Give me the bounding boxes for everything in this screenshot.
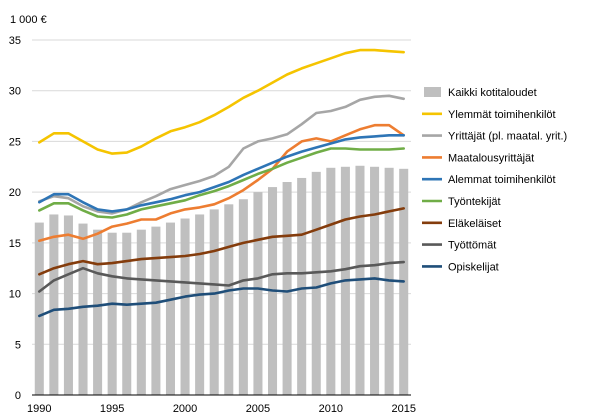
y-tick-label: 35 (9, 35, 21, 47)
line-alemmat-toimihenkilöt (37, 134, 406, 213)
y-tick-label: 25 (9, 136, 21, 148)
legend-label: Kaikki kotitaloudet (448, 87, 537, 99)
line-opiskelijat (37, 277, 406, 318)
bar-kaikki-kotitaloudet (326, 167, 336, 395)
x-tick-label: 1990 (27, 403, 51, 415)
y-axis-unit-label: 1 000 € (10, 14, 47, 26)
x-tick-label: 2015 (391, 403, 415, 415)
legend-label: Opiskelijat (448, 261, 499, 273)
line-yrittäjät-pl-maatal-yrit (37, 94, 406, 215)
y-tick-label: 5 (15, 339, 21, 351)
bar-kaikki-kotitaloudet (122, 232, 132, 395)
legend: Kaikki kotitaloudet Ylemmät toimihenkilöt… (422, 87, 567, 273)
bar-kaikki-kotitaloudet (165, 222, 175, 395)
y-tick-label: 0 (15, 390, 21, 402)
bar-kaikki-kotitaloudet (370, 166, 380, 395)
x-tick-label: 2010 (319, 403, 343, 415)
x-axis-ticks: 1990 1995 2000 2005 2010 2015 (27, 403, 416, 415)
x-tick-label: 2000 (173, 403, 197, 415)
y-tick-label: 10 (9, 289, 21, 301)
legend-label: Työntekijät (448, 196, 501, 208)
line-eläkeläiset (37, 207, 406, 276)
legend-label: Alemmat toimihenkilöt (448, 174, 556, 186)
y-tick-label: 20 (9, 187, 21, 199)
bar-kaikki-kotitaloudet (34, 222, 44, 395)
y-tick-label: 15 (9, 238, 21, 250)
bar-kaikki-kotitaloudet (224, 204, 234, 395)
line-series-group (37, 48, 406, 318)
y-axis-ticks: 0 5 10 15 20 25 30 35 (9, 35, 21, 402)
bar-kaikki-kotitaloudet (107, 232, 117, 395)
bar-kaikki-kotitaloudet (209, 209, 219, 395)
bar-kaikki-kotitaloudet (78, 223, 88, 395)
y-tick-label: 30 (9, 86, 21, 98)
legend-label: Työttömät (448, 240, 496, 252)
line-työntekijät (37, 147, 406, 219)
line-maatalousyrittäjät (37, 123, 406, 243)
x-tick-label: 1995 (100, 403, 124, 415)
bar-kaikki-kotitaloudet (93, 229, 103, 395)
line-työttömät (37, 260, 406, 293)
bar-kaikki-kotitaloudet (282, 182, 292, 395)
bar-kaikki-kotitaloudet (238, 199, 248, 395)
x-tick-label: 2005 (246, 403, 270, 415)
bar-kaikki-kotitaloudet (49, 214, 59, 395)
bar-kaikki-kotitaloudet (195, 214, 205, 395)
legend-label: Ylemmät toimihenkilöt (448, 109, 556, 121)
gridlines (32, 39, 411, 345)
bar-kaikki-kotitaloudet (63, 215, 73, 395)
bar-kaikki-kotitaloudet (180, 218, 190, 395)
bar-kaikki-kotitaloudet (151, 226, 161, 395)
bar-kaikki-kotitaloudet (253, 192, 263, 395)
line-ylemmät-toimihenkilöt (37, 48, 406, 155)
bar-kaikki-kotitaloudet (311, 171, 321, 395)
bar-kaikki-kotitaloudet (136, 229, 146, 395)
bar-kaikki-kotitaloudet (297, 177, 307, 395)
legend-label: Yrittäjät (pl. maatal. yrit.) (448, 131, 567, 143)
legend-label: Maatalousyrittäjät (448, 152, 534, 164)
legend-label: Eläkeläiset (448, 218, 501, 230)
legend-swatch (424, 87, 441, 97)
